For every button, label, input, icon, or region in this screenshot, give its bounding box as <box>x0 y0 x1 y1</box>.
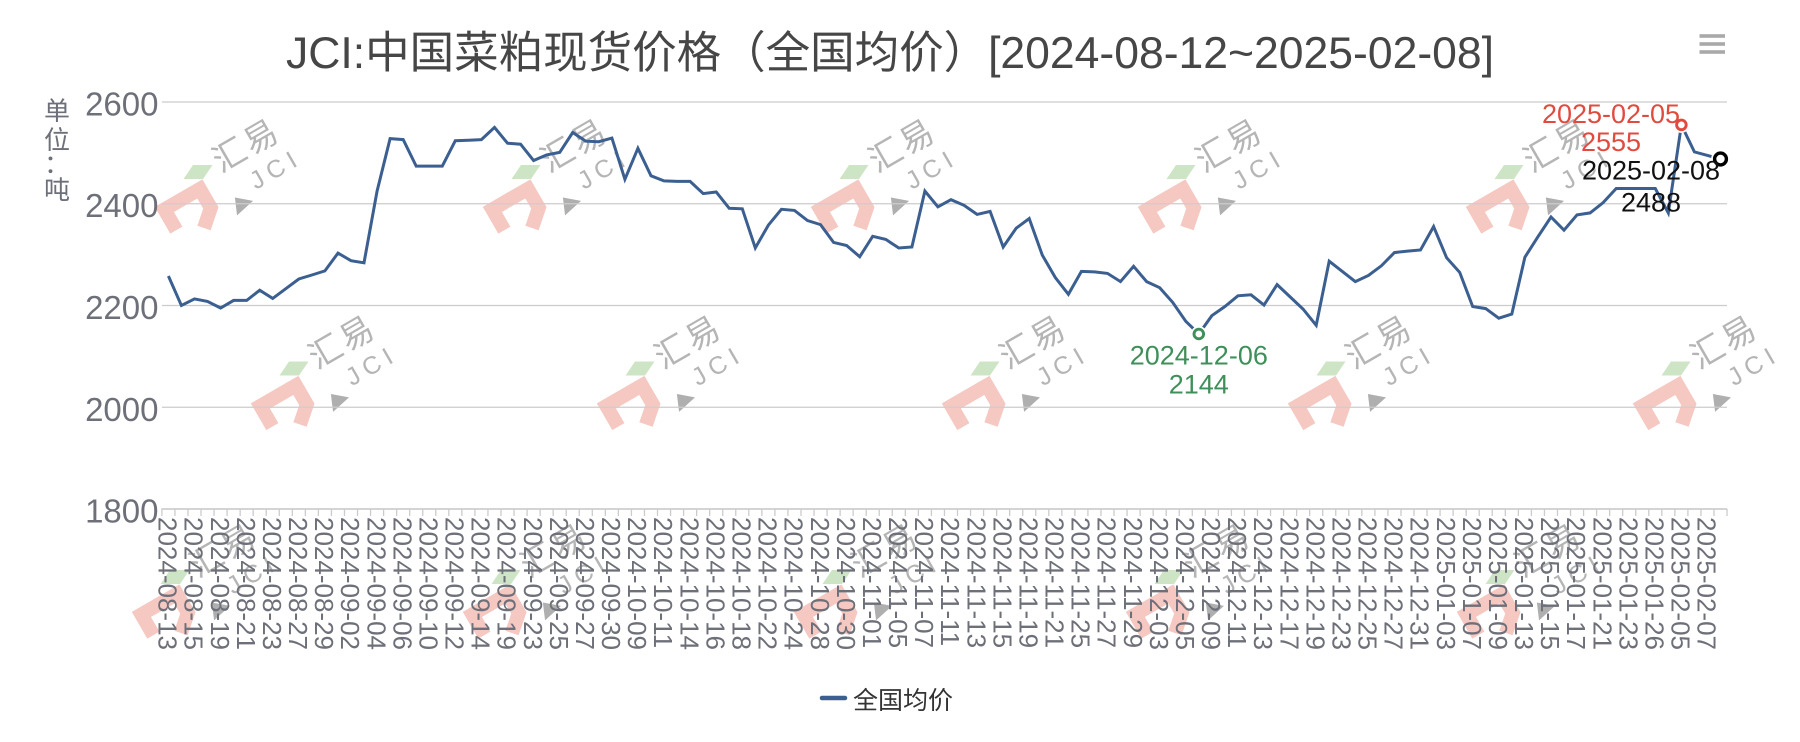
svg-text:2024-11-05: 2024-11-05 <box>883 517 913 648</box>
svg-text:2024-12-17: 2024-12-17 <box>1274 517 1304 650</box>
svg-text:2024-11-15: 2024-11-15 <box>987 517 1017 648</box>
svg-text:2024-12-03: 2024-12-03 <box>1144 517 1174 650</box>
svg-text:2024-10-14: 2024-10-14 <box>674 517 704 650</box>
svg-text:2024-10-28: 2024-10-28 <box>805 517 835 650</box>
svg-text:2024-09-10: 2024-09-10 <box>413 517 443 650</box>
svg-text:2025-01-07: 2025-01-07 <box>1457 517 1487 650</box>
svg-text:2024-12-13: 2024-12-13 <box>1248 517 1278 650</box>
svg-text:2025-01-03: 2025-01-03 <box>1431 517 1461 650</box>
svg-text:2024-08-27: 2024-08-27 <box>283 517 313 650</box>
svg-text:2025-02-05: 2025-02-05 <box>1666 517 1696 650</box>
svg-text:2024-10-16: 2024-10-16 <box>700 517 730 650</box>
svg-text:2024-12-27: 2024-12-27 <box>1379 517 1409 650</box>
svg-text:2555: 2555 <box>1581 127 1641 157</box>
svg-text:2024-12-23: 2024-12-23 <box>1326 517 1356 650</box>
svg-text:2024-11-07: 2024-11-07 <box>909 517 939 648</box>
svg-text:JCI:中国菜粕现货价格（全国均价）[2024-08-12~: JCI:中国菜粕现货价格（全国均价）[2024-08-12~2025-02-08… <box>286 16 1494 81</box>
svg-text:2024-12-31: 2024-12-31 <box>1405 517 1435 650</box>
svg-text:2144: 2144 <box>1169 370 1229 400</box>
svg-text:2024-11-25: 2024-11-25 <box>1066 517 1096 648</box>
svg-text:2025-01-15: 2025-01-15 <box>1535 517 1565 650</box>
svg-text:2024-09-04: 2024-09-04 <box>361 517 391 650</box>
svg-text:2000: 2000 <box>85 391 158 428</box>
svg-text:单位：吨: 单位：吨 <box>44 91 70 207</box>
svg-text:2024-09-12: 2024-09-12 <box>440 517 470 650</box>
svg-text:2024-09-25: 2024-09-25 <box>544 517 574 650</box>
svg-text:2024-11-11: 2024-11-11 <box>935 517 965 646</box>
svg-text:2024-12-11: 2024-12-11 <box>1222 517 1252 648</box>
svg-text:2024-08-23: 2024-08-23 <box>257 517 287 650</box>
svg-text:2024-09-19: 2024-09-19 <box>492 517 522 650</box>
svg-text:1800: 1800 <box>85 493 158 530</box>
svg-text:2024-09-14: 2024-09-14 <box>466 517 496 650</box>
svg-text:2024-08-29: 2024-08-29 <box>309 517 339 650</box>
svg-text:2400: 2400 <box>85 187 158 224</box>
svg-text:2025-01-23: 2025-01-23 <box>1613 517 1643 650</box>
svg-text:2025-02-08: 2025-02-08 <box>1582 156 1720 186</box>
svg-text:2024-10-09: 2024-10-09 <box>622 517 652 650</box>
svg-text:2024-10-22: 2024-10-22 <box>753 517 783 650</box>
svg-text:2200: 2200 <box>85 289 158 326</box>
svg-text:2024-11-13: 2024-11-13 <box>961 517 991 648</box>
svg-text:2024-08-21: 2024-08-21 <box>231 517 261 650</box>
svg-text:2024-12-19: 2024-12-19 <box>1300 517 1330 650</box>
svg-text:2024-11-21: 2024-11-21 <box>1040 517 1070 648</box>
svg-text:2024-12-05: 2024-12-05 <box>1170 517 1200 650</box>
svg-text:2025-01-09: 2025-01-09 <box>1483 517 1513 650</box>
svg-text:2024-10-18: 2024-10-18 <box>726 517 756 650</box>
svg-text:2024-08-13: 2024-08-13 <box>153 517 183 650</box>
svg-text:2024-08-19: 2024-08-19 <box>205 517 235 650</box>
svg-text:2024-10-11: 2024-10-11 <box>648 517 678 648</box>
svg-text:2025-02-05: 2025-02-05 <box>1542 99 1680 129</box>
svg-text:2024-10-30: 2024-10-30 <box>831 517 861 650</box>
svg-text:2024-12-06: 2024-12-06 <box>1130 341 1268 371</box>
svg-text:2024-11-27: 2024-11-27 <box>1092 517 1122 648</box>
svg-text:2024-09-06: 2024-09-06 <box>387 517 417 650</box>
svg-text:2025-01-21: 2025-01-21 <box>1587 517 1617 650</box>
svg-text:2600: 2600 <box>85 86 158 123</box>
svg-text:2024-11-01: 2024-11-01 <box>857 517 887 648</box>
svg-text:全国均价: 全国均价 <box>853 681 953 717</box>
svg-text:2024-12-25: 2024-12-25 <box>1353 517 1383 650</box>
svg-text:2025-01-13: 2025-01-13 <box>1509 517 1539 650</box>
svg-text:2025-01-17: 2025-01-17 <box>1561 517 1591 650</box>
svg-text:2025-02-07: 2025-02-07 <box>1692 517 1722 650</box>
svg-text:2024-11-29: 2024-11-29 <box>1118 517 1148 648</box>
svg-text:2488: 2488 <box>1621 188 1681 218</box>
svg-text:2024-08-15: 2024-08-15 <box>179 517 209 650</box>
svg-text:2024-09-23: 2024-09-23 <box>518 517 548 650</box>
svg-text:2024-12-09: 2024-12-09 <box>1196 517 1226 650</box>
svg-text:2024-10-24: 2024-10-24 <box>779 517 809 650</box>
svg-text:2024-09-02: 2024-09-02 <box>335 517 365 650</box>
svg-text:2024-09-30: 2024-09-30 <box>596 517 626 650</box>
svg-text:2024-09-27: 2024-09-27 <box>570 517 600 650</box>
svg-text:2025-01-26: 2025-01-26 <box>1640 517 1670 650</box>
svg-text:2024-11-19: 2024-11-19 <box>1013 517 1043 648</box>
